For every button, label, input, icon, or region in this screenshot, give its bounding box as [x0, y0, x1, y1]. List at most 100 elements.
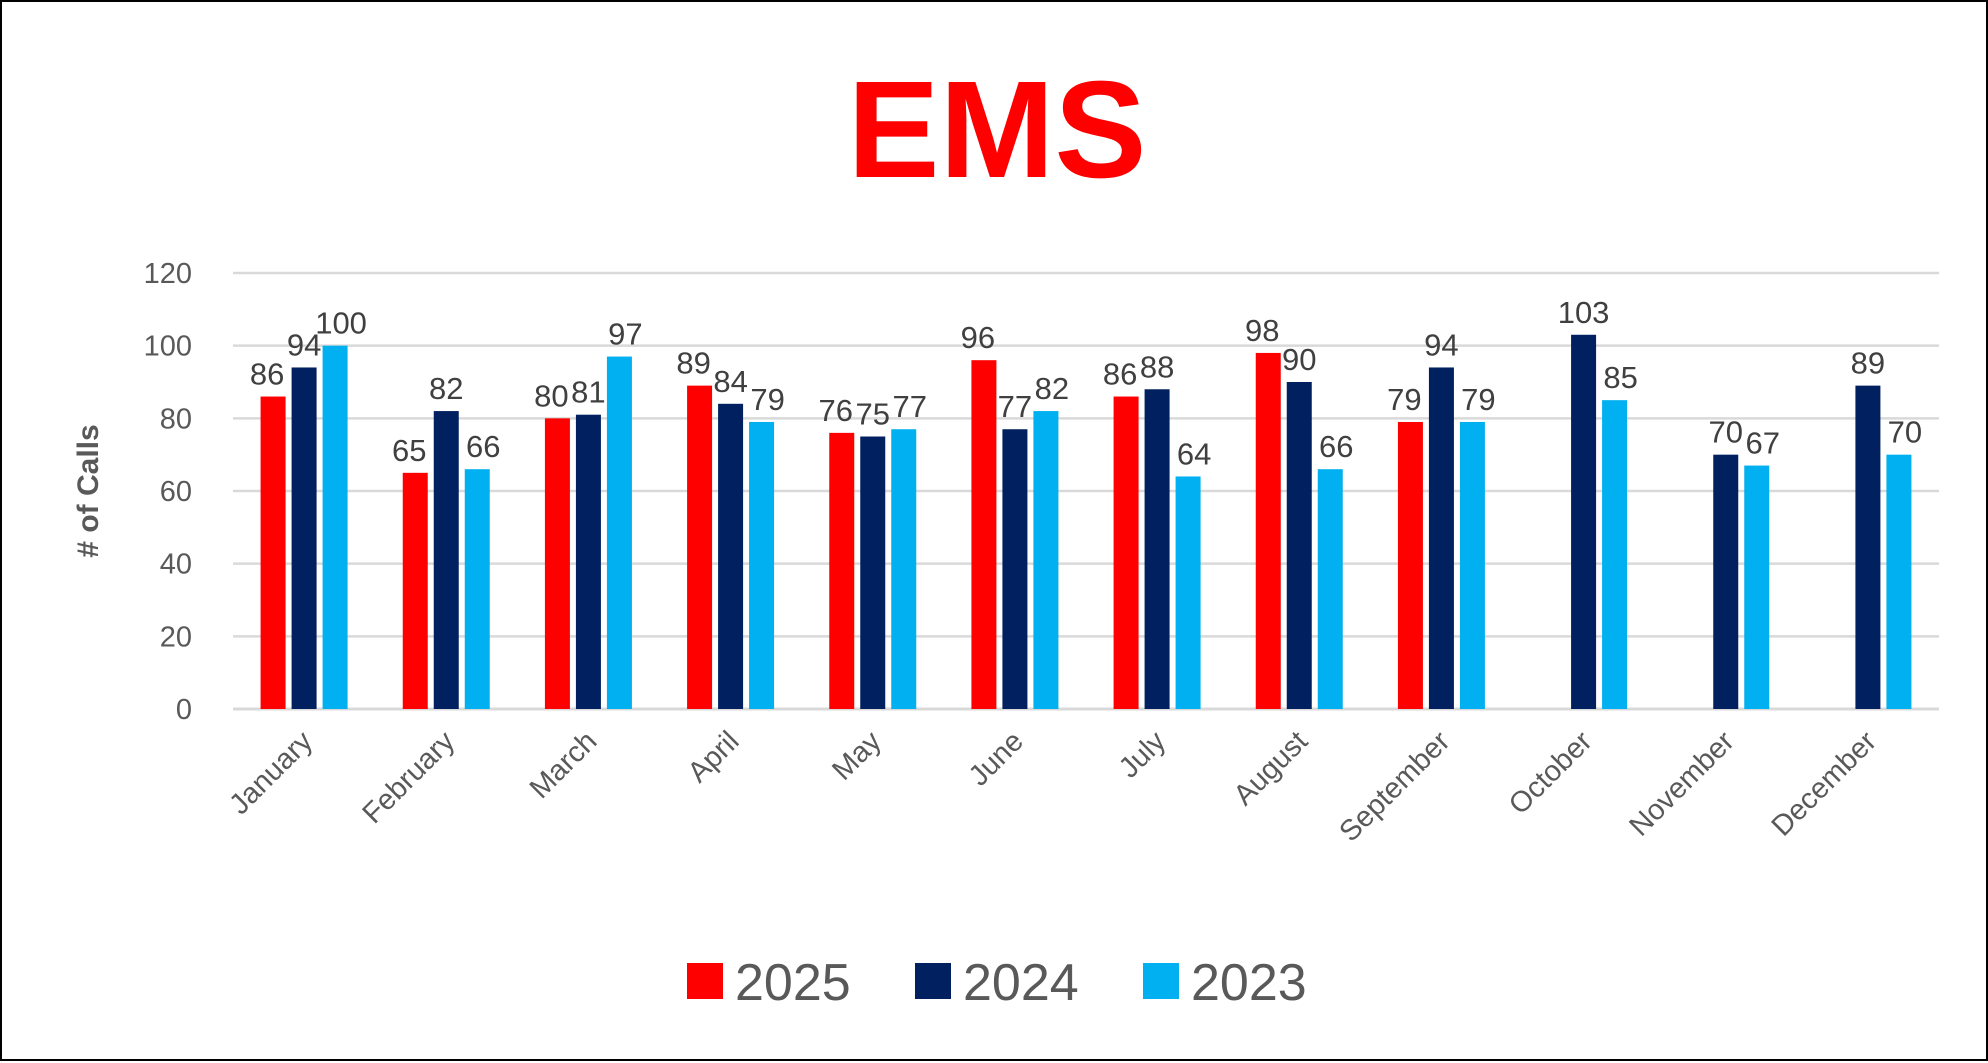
- data-label: 65: [392, 433, 426, 468]
- y-tick-label: 20: [160, 621, 192, 653]
- data-label: 94: [1424, 327, 1458, 362]
- y-tick-label: 0: [176, 694, 192, 726]
- data-label: 96: [961, 320, 995, 355]
- legend-swatch-2025: [687, 963, 723, 999]
- data-label: 79: [750, 382, 784, 417]
- bar-2023-september: [1459, 421, 1485, 709]
- bar-2023-march: [606, 356, 632, 709]
- y-tick-label: 60: [160, 476, 192, 508]
- data-label: 84: [713, 364, 747, 399]
- data-label: 100: [315, 306, 367, 341]
- data-label: 77: [893, 389, 927, 424]
- bar-2023-october: [1602, 400, 1628, 709]
- bar-2025-july: [1113, 396, 1139, 709]
- x-tick-label: October: [1503, 725, 1599, 821]
- bar-2023-december: [1886, 454, 1912, 709]
- bar-2023-august: [1317, 469, 1343, 709]
- bar-2024-december: [1855, 385, 1881, 709]
- x-tick-label: April: [682, 725, 746, 789]
- bar-2024-november: [1713, 454, 1739, 709]
- data-label: 86: [1103, 357, 1137, 392]
- data-label: 97: [608, 317, 642, 352]
- chart-title: EMS: [847, 53, 1146, 207]
- legend-swatch-2023: [1143, 963, 1179, 999]
- y-axis-title: # of Calls: [72, 424, 105, 557]
- bar-2023-april: [749, 421, 775, 709]
- data-label: 94: [287, 327, 321, 362]
- bar-2024-may: [860, 436, 886, 709]
- bar-2025-august: [1255, 352, 1281, 709]
- x-tick-label: May: [826, 725, 888, 787]
- legend-label: 2025: [735, 954, 851, 1012]
- data-label: 98: [1245, 313, 1279, 348]
- bar-2023-november: [1744, 465, 1770, 709]
- data-label: 67: [1746, 426, 1780, 461]
- data-label: 89: [676, 346, 710, 381]
- data-label: 64: [1177, 436, 1211, 471]
- bar-2024-september: [1428, 367, 1454, 709]
- bar-2025-april: [687, 385, 713, 709]
- data-label: 75: [856, 397, 890, 432]
- data-label: 82: [1035, 371, 1069, 406]
- x-tick-label: July: [1113, 725, 1172, 784]
- bar-2025-february: [402, 472, 428, 709]
- bar-2024-february: [433, 411, 459, 709]
- y-tick-label: 40: [160, 549, 192, 581]
- x-tick-label: December: [1766, 725, 1883, 842]
- data-label: 88: [1140, 349, 1174, 384]
- bar-2024-april: [718, 403, 744, 709]
- x-tick-label: February: [357, 725, 462, 830]
- x-tick-label: March: [524, 725, 604, 805]
- x-tick-label: January: [223, 725, 319, 821]
- bar-2023-january: [322, 345, 348, 709]
- legend: 2025 2024 2023: [687, 954, 1307, 1012]
- bar-2025-january: [260, 396, 286, 709]
- y-tick-label: 120: [144, 258, 192, 290]
- bar-2023-july: [1175, 476, 1201, 709]
- data-label: 70: [1709, 415, 1743, 450]
- bars: [260, 334, 1912, 709]
- bar-2023-june: [1033, 411, 1059, 709]
- bar-2024-october: [1571, 334, 1597, 709]
- data-label: 66: [1319, 429, 1353, 464]
- bar-2023-may: [891, 429, 917, 709]
- data-label: 79: [1387, 382, 1421, 417]
- data-label: 76: [819, 393, 853, 428]
- y-tick-label: 80: [160, 403, 192, 435]
- bar-2025-september: [1397, 421, 1423, 709]
- bar-2025-march: [544, 418, 570, 709]
- data-label: 103: [1558, 295, 1610, 330]
- bar-2024-june: [1002, 429, 1028, 709]
- data-label: 81: [571, 375, 605, 410]
- data-label: 79: [1461, 382, 1495, 417]
- x-axis-ticks: January February March April May June July Augu…: [223, 725, 1883, 848]
- bar-2025-june: [971, 360, 997, 709]
- data-label: 90: [1282, 342, 1316, 377]
- bar-2024-march: [575, 414, 601, 709]
- data-label: 89: [1851, 346, 1885, 381]
- x-tick-label: August: [1228, 725, 1314, 811]
- bar-2024-july: [1144, 389, 1170, 709]
- gridlines: [233, 271, 1939, 711]
- y-axis-ticks: 0 20 40 60 80 100 120: [144, 258, 192, 726]
- data-label: 70: [1888, 415, 1922, 450]
- legend-label: 2024: [963, 954, 1079, 1012]
- data-label: 80: [534, 378, 568, 413]
- data-label: 86: [250, 357, 284, 392]
- bar-2024-january: [291, 367, 317, 709]
- bar-2024-august: [1286, 382, 1312, 709]
- x-tick-label: September: [1333, 725, 1456, 848]
- legend-label: 2023: [1191, 954, 1307, 1012]
- data-label: 77: [998, 389, 1032, 424]
- legend-swatch-2024: [915, 963, 951, 999]
- data-label: 82: [429, 371, 463, 406]
- bar-2023-february: [464, 469, 490, 709]
- x-tick-label: November: [1623, 725, 1740, 842]
- y-tick-label: 100: [144, 331, 192, 363]
- x-tick-label: June: [963, 725, 1030, 792]
- data-label: 85: [1603, 360, 1637, 395]
- data-label: 66: [466, 429, 500, 464]
